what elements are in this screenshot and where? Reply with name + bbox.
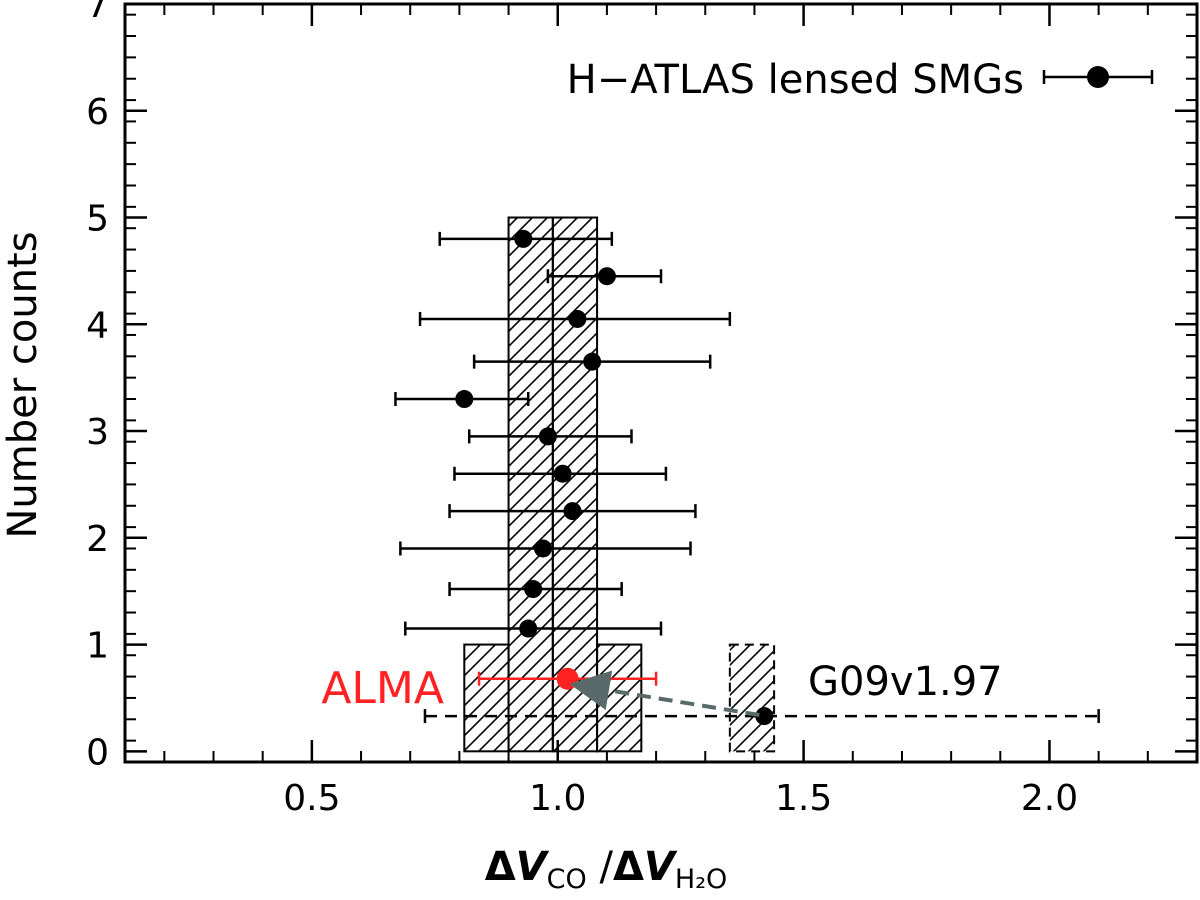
plot-border	[123, 2, 1199, 764]
smg-point-9-marker	[533, 539, 552, 558]
x-axis-slash: /	[587, 844, 614, 890]
smg-point-2-marker	[597, 267, 616, 286]
legend-label: H−ATLAS lensed SMGs	[567, 57, 1024, 103]
smg-point-3	[418, 309, 732, 328]
y-tick-label: 2	[86, 519, 109, 560]
g09-point	[423, 707, 1100, 726]
x-axis-sub-h2o: H₂O	[675, 864, 727, 895]
legend-dot	[1087, 66, 1109, 88]
smg-point-5	[394, 390, 530, 409]
smg-point-4	[472, 352, 712, 371]
g09-point-marker	[755, 707, 774, 726]
y-tick-label: 1	[86, 626, 109, 667]
alma-annotation: ALMA	[321, 663, 444, 714]
x-tick-label: 1.0	[529, 778, 586, 819]
y-axis-title: Number counts	[0, 231, 46, 538]
x-axis-delta-1: Δ	[485, 844, 516, 890]
shift-arrow-line	[569, 670, 760, 717]
histogram-bar-2	[507, 216, 554, 753]
plot-frame	[123, 2, 1199, 764]
smg-point-11	[404, 619, 663, 638]
histogram	[463, 216, 776, 753]
axis-ticks: 0 1 2 3 4 5 6 7 0.5 1.0 1.5 2.0	[86, 0, 1198, 819]
histogram-bar-1	[463, 643, 510, 753]
y-tick-label: 0	[86, 732, 109, 773]
smg-point-10-marker	[524, 580, 543, 599]
smg-point-10	[448, 580, 623, 599]
alma-point-marker	[556, 667, 579, 690]
x-axis-delta-2: Δ	[613, 844, 644, 890]
histogram-bar-4	[596, 643, 643, 753]
histogram-bar-3	[551, 216, 599, 753]
y-tick-label: 6	[86, 92, 109, 133]
smg-point-6	[467, 427, 633, 446]
smg-point-4-marker	[583, 352, 602, 371]
y-tick-label: 4	[86, 305, 109, 346]
y-tick-label: 3	[86, 412, 109, 453]
smg-point-5-marker	[455, 390, 474, 409]
y-tick-label: 7	[86, 0, 109, 26]
smg-point-11-marker	[519, 619, 538, 638]
smg-point-8-marker	[563, 502, 582, 521]
smg-point-6-marker	[538, 427, 557, 446]
smg-point-1	[438, 229, 614, 248]
legend-marker	[1042, 66, 1154, 88]
x-axis-sub-co: CO	[547, 864, 587, 895]
smg-point-7	[453, 464, 668, 483]
smg-point-3-marker	[568, 309, 587, 328]
x-axis-v-2: V	[644, 844, 678, 890]
x-axis-v-1: V	[516, 844, 550, 890]
g09-annotation: G09v1.97	[808, 659, 1003, 705]
shift-arrow	[569, 670, 760, 717]
smg-point-2	[546, 267, 663, 286]
x-tick-label: 0.5	[283, 778, 340, 819]
histogram-bar-g09	[728, 643, 776, 753]
y-tick-label: 5	[86, 199, 109, 240]
smg-point-8	[448, 502, 697, 521]
x-axis-title: ΔVCO /ΔVH₂O	[485, 844, 728, 895]
smg-point-9	[399, 539, 692, 558]
x-tick-label: 2.0	[1021, 778, 1078, 819]
smg-point-7-marker	[553, 464, 572, 483]
smg-point-1-marker	[514, 229, 533, 248]
x-tick-label: 1.5	[775, 778, 832, 819]
